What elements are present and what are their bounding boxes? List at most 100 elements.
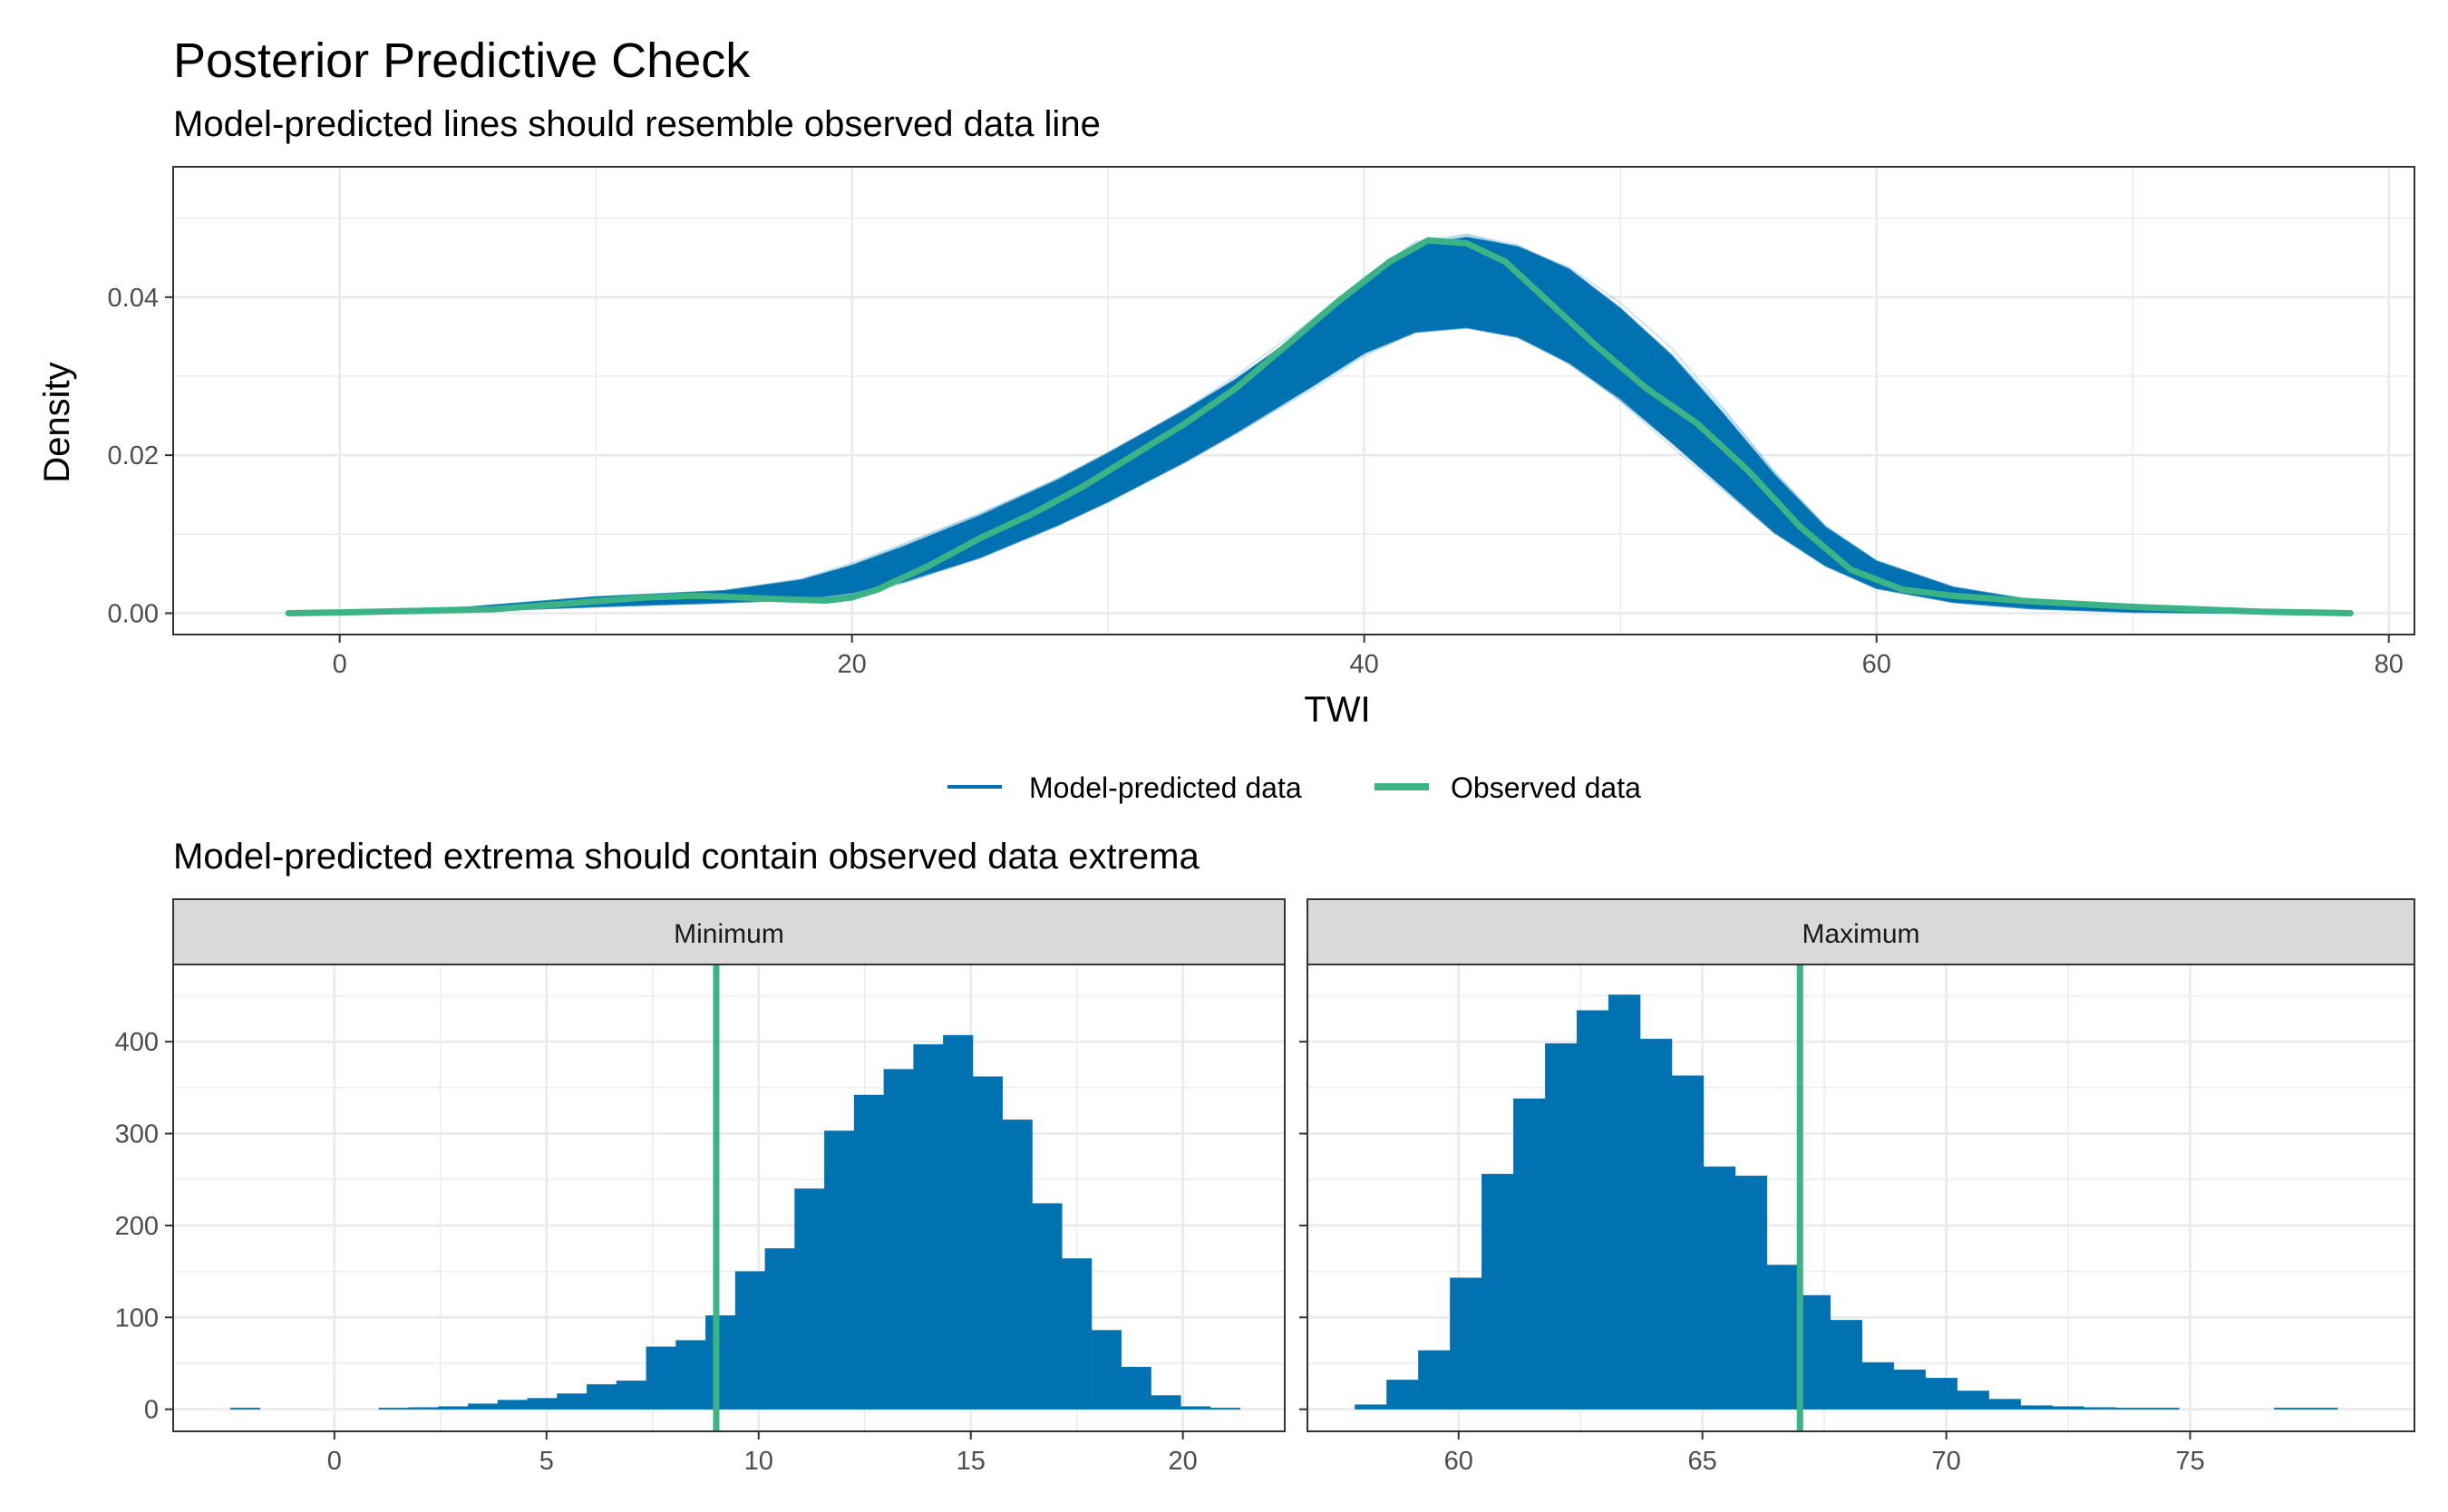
histogram-bar xyxy=(2052,1406,2084,1410)
maximum-panel: Maximum 60 65 70 75 xyxy=(1299,898,2415,1476)
x-tick-label: 20 xyxy=(1169,1447,1198,1476)
histogram-bar xyxy=(1798,1294,1831,1410)
histogram-bar xyxy=(586,1383,617,1410)
x-tick-label: 70 xyxy=(1931,1447,1960,1476)
predicted-line xyxy=(288,254,2351,615)
x-tick-label: 40 xyxy=(1350,650,1379,679)
histogram-bar xyxy=(1766,1265,1800,1410)
histogram-bars xyxy=(229,1034,1241,1410)
histogram-bar xyxy=(1544,1042,1578,1410)
predicted-line xyxy=(288,258,2351,615)
histogram-bar xyxy=(764,1247,795,1410)
histogram-bar xyxy=(675,1340,706,1410)
histogram-bar xyxy=(1091,1330,1122,1410)
histogram-bar xyxy=(378,1407,410,1410)
histogram-bar xyxy=(704,1314,736,1410)
histogram-bar xyxy=(1957,1391,1989,1410)
density-panel: 0 20 40 60 80 0.00 0.02 0.04 xyxy=(108,166,2415,679)
histogram-bar xyxy=(1062,1258,1093,1410)
facet-strip-label: Minimum xyxy=(674,919,784,949)
histogram-bar xyxy=(557,1393,588,1410)
histogram-bar xyxy=(1450,1277,1482,1410)
histogram-bar xyxy=(883,1069,914,1410)
histogram-bar xyxy=(229,1407,261,1410)
panel-border xyxy=(172,964,1286,1432)
histogram-bar xyxy=(438,1406,469,1410)
legend-label-predicted: Model-predicted data xyxy=(1029,771,1302,804)
histogram-bar xyxy=(823,1130,855,1410)
axis-ticks: 0 20 40 60 80 0.00 0.02 0.04 xyxy=(108,284,2404,679)
facet-strip xyxy=(1307,898,2415,965)
y-tick-label: 400 xyxy=(115,1028,159,1057)
histogram-bar xyxy=(1481,1173,1514,1410)
histogram-bar xyxy=(2306,1407,2338,1410)
x-tick-label: 20 xyxy=(838,650,867,679)
figure-title: Posterior Predictive Check xyxy=(173,34,751,88)
y-tick-label: 0.00 xyxy=(108,599,159,628)
histogram-bar xyxy=(1418,1350,1451,1410)
x-tick-label: 65 xyxy=(1688,1447,1717,1476)
histogram-bar xyxy=(943,1034,974,1410)
y-axis-title: Density xyxy=(37,362,77,482)
histogram-bar xyxy=(527,1398,558,1410)
panel-border xyxy=(172,166,2415,635)
predicted-line xyxy=(288,244,2351,615)
histogram-bar xyxy=(1121,1366,1151,1410)
x-tick-label: 0 xyxy=(327,1447,342,1476)
y-tick-label: 0 xyxy=(144,1396,159,1425)
predicted-line xyxy=(288,233,2351,615)
facet-strip-label: Maximum xyxy=(1802,919,1919,949)
x-tick-label: 60 xyxy=(1862,650,1891,679)
x-axis-title: TWI xyxy=(1304,690,1370,730)
histogram-bar xyxy=(1032,1203,1063,1410)
histogram-bar xyxy=(853,1094,885,1410)
histogram-bar xyxy=(972,1076,1004,1410)
x-tick-label: 5 xyxy=(539,1447,554,1476)
histogram-bar xyxy=(1988,1399,2021,1410)
y-tick-label: 0.02 xyxy=(108,441,159,470)
histogram-bar xyxy=(734,1271,766,1410)
histogram-bar xyxy=(1608,994,1641,1410)
histogram-bar xyxy=(1576,1010,1609,1410)
predicted-line xyxy=(288,236,2351,615)
histogram-bar xyxy=(646,1346,676,1410)
extrema-title: Model-predicted extrema should contain o… xyxy=(173,837,1200,877)
legend: Model-predicted data Observed data xyxy=(947,771,1641,804)
histogram-bar xyxy=(1002,1119,1033,1410)
histogram-bar xyxy=(2020,1405,2053,1410)
x-tick-label: 60 xyxy=(1444,1447,1473,1476)
histogram-bar xyxy=(1355,1404,1387,1410)
histogram-bar xyxy=(467,1403,499,1410)
x-tick-label: 0 xyxy=(333,650,347,679)
x-tick-label: 15 xyxy=(957,1447,986,1476)
histogram-bar xyxy=(1734,1175,1768,1410)
histogram-bar xyxy=(1893,1369,1927,1410)
axis-ticks: 60 65 70 75 xyxy=(1299,1041,2205,1476)
x-tick-label: 10 xyxy=(744,1447,773,1476)
histogram-bar xyxy=(497,1400,529,1410)
predicted-line xyxy=(288,246,2351,615)
predicted-line xyxy=(288,233,2351,615)
legend-label-observed: Observed data xyxy=(1451,771,1641,804)
y-tick-label: 300 xyxy=(115,1120,159,1149)
predicted-line xyxy=(288,256,2351,615)
histogram-bar xyxy=(1639,1038,1673,1410)
histogram-bar xyxy=(616,1380,647,1410)
x-tick-label: 75 xyxy=(2175,1447,2204,1476)
predicted-band xyxy=(288,236,2351,615)
histogram-bar xyxy=(2274,1407,2307,1410)
x-tick-label: 80 xyxy=(2375,650,2404,679)
histogram-bar xyxy=(1209,1407,1241,1410)
histogram-bar xyxy=(2115,1407,2148,1410)
facet-strip xyxy=(172,898,1286,965)
predicted-line xyxy=(288,246,2351,615)
figure-subtitle: Model-predicted lines should resemble ob… xyxy=(173,104,1101,144)
histogram-bar xyxy=(1861,1362,1895,1410)
histogram-bars xyxy=(1355,994,2338,1410)
histogram-bar xyxy=(1151,1395,1181,1410)
observed-line xyxy=(285,237,2354,616)
histogram-bar xyxy=(1671,1075,1705,1410)
